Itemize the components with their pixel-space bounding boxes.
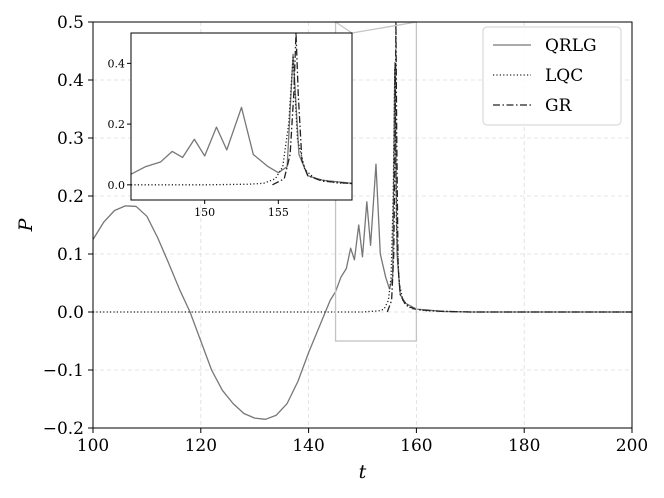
legend-box: [482, 26, 622, 126]
y-axis-label: P: [15, 217, 37, 232]
plot-frame: [92, 21, 633, 429]
zoom-connector-line: [335, 21, 353, 34]
y-tick-label: 0.0: [57, 303, 84, 323]
y-tick-label: 0.3: [57, 129, 84, 149]
x-tick-label: 120: [185, 436, 217, 456]
inset-series-line-gr: [272, 33, 352, 186]
x-axis-label: t: [359, 461, 367, 483]
zoom-connector-line: [351, 21, 417, 34]
legend: QRLG LQC GR: [482, 26, 622, 126]
y-tick-label: 0.1: [57, 245, 84, 265]
x-tick-label: 160: [400, 436, 432, 456]
legend-label-gr: GR: [545, 96, 573, 116]
x-tick-label: 100: [77, 436, 109, 456]
series-line-gr: [386, 22, 632, 313]
main-series-group: [93, 22, 632, 420]
series-line-qrlg: [93, 61, 632, 420]
y-tick-label: 0.2: [57, 187, 84, 207]
x-tick-label: 200: [616, 436, 648, 456]
inset-y-tick-label: 0.0: [108, 179, 126, 192]
inset-series-line-lqc: [131, 56, 352, 186]
y-tick-label: −0.2: [43, 419, 84, 439]
x-tick-label: 140: [292, 436, 324, 456]
x-tick-label: 180: [508, 436, 540, 456]
inset-y-tick-label: 0.4: [108, 57, 126, 70]
legend-label-qrlg: QRLG: [545, 36, 597, 56]
y-tick-label: −0.1: [43, 361, 84, 381]
y-tick-label: 0.5: [57, 13, 84, 33]
inset-x-tick-label: 150: [194, 206, 215, 219]
legend-label-lqc: LQC: [545, 66, 583, 86]
main-axes: 100 120 140 160 180 200 −0.2 −0.1 0.0 0.1 0.2 0.3 0.…: [43, 13, 649, 456]
inset-x-tick-label: 155: [268, 206, 289, 219]
inset-plot: 150 155 0.0 0.2 0.4: [108, 32, 353, 219]
inset-y-tick-label: 0.2: [108, 118, 126, 131]
inset-frame: [130, 32, 353, 201]
series-line-lqc: [93, 67, 632, 313]
y-tick-label: 0.4: [57, 71, 84, 91]
inset-background: [131, 33, 352, 200]
